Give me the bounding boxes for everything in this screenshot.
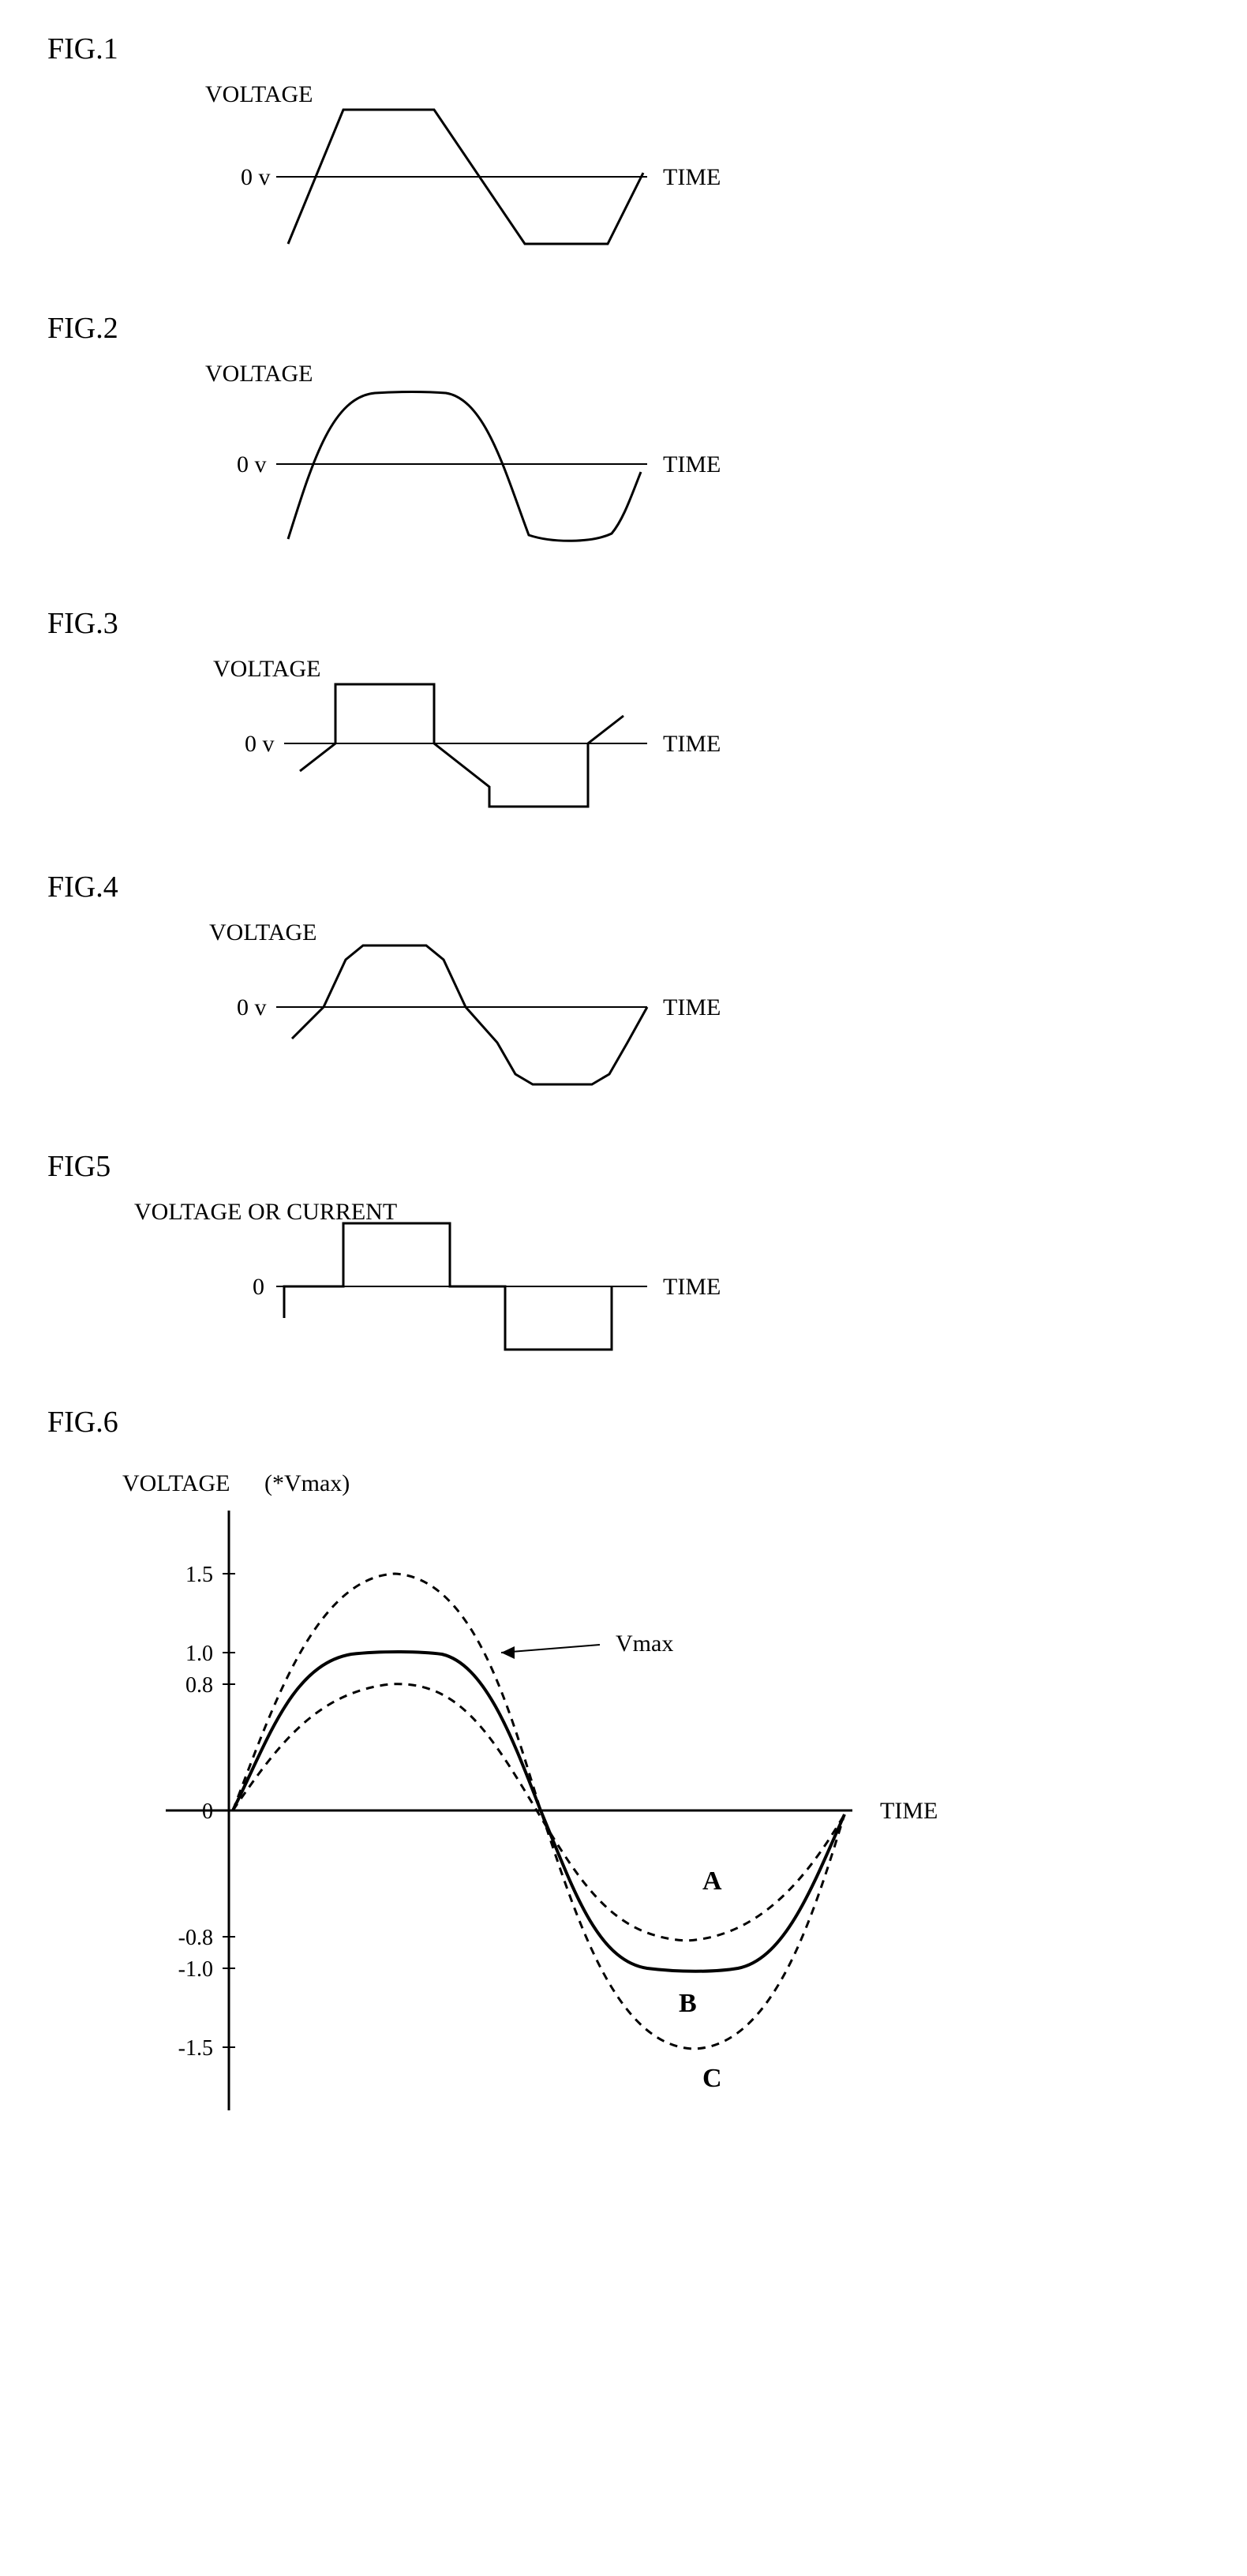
fig6-yunit: (*Vmax): [264, 1470, 350, 1496]
fig4-waveform: [292, 945, 647, 1084]
fig1-ylabel: VOLTAGE: [205, 81, 313, 107]
figure-6: FIG.6 VOLTAGE (*Vmax) 1.5 1.0 0.8 0 -0.8 -1.0…: [47, 1405, 1200, 2158]
figure-2: FIG.2 VOLTAGE 0 v TIME: [47, 311, 1200, 575]
svg-text:-1.0: -1.0: [178, 1957, 213, 1982]
fig6-vmax-arrowhead: [501, 1646, 515, 1659]
fig5-ylabel: VOLTAGE OR CURRENT: [134, 1199, 397, 1225]
fig1-zero: 0 v: [241, 164, 271, 190]
fig6-series-c-label: C: [702, 2064, 722, 2093]
fig4-svg: VOLTAGE 0 v TIME: [47, 912, 758, 1118]
fig2-ylabel: VOLTAGE: [205, 361, 313, 387]
svg-text:1.5: 1.5: [185, 1563, 213, 1587]
fig3-label: FIG.3: [47, 606, 1200, 641]
svg-text:-0.8: -0.8: [178, 1926, 213, 1950]
fig6-vmax-label: Vmax: [616, 1631, 673, 1657]
fig3-svg: VOLTAGE 0 v TIME: [47, 649, 758, 838]
fig4-label: FIG.4: [47, 870, 1200, 904]
fig6-series-a: [233, 1684, 844, 1941]
figure-5: FIG5 VOLTAGE OR CURRENT 0 TIME: [47, 1149, 1200, 1373]
fig2-svg: VOLTAGE 0 v TIME: [47, 354, 758, 575]
fig5-svg: VOLTAGE OR CURRENT 0 TIME: [47, 1192, 758, 1373]
fig6-ylabel: VOLTAGE: [122, 1470, 230, 1496]
svg-text:0.8: 0.8: [185, 1673, 213, 1698]
svg-text:1.0: 1.0: [185, 1642, 213, 1666]
fig1-svg: VOLTAGE 0 v TIME: [47, 74, 758, 279]
figure-3: FIG.3 VOLTAGE 0 v TIME: [47, 606, 1200, 838]
fig2-waveform: [288, 392, 641, 541]
fig2-zero: 0 v: [237, 451, 267, 477]
svg-text:0: 0: [202, 1799, 213, 1824]
fig3-zero: 0 v: [245, 731, 275, 757]
fig5-xlabel: TIME: [663, 1274, 721, 1300]
fig4-ylabel: VOLTAGE: [209, 919, 316, 945]
fig4-zero: 0 v: [237, 994, 267, 1020]
fig6-vmax-arrow: [501, 1645, 600, 1653]
fig6-svg: VOLTAGE (*Vmax) 1.5 1.0 0.8 0 -0.8 -1.0 -1.5 A…: [47, 1447, 994, 2158]
fig1-label: FIG.1: [47, 32, 1200, 66]
fig6-xlabel: TIME: [880, 1798, 938, 1824]
fig4-xlabel: TIME: [663, 994, 721, 1020]
fig3-ylabel: VOLTAGE: [213, 656, 320, 682]
fig5-zero: 0: [253, 1274, 264, 1300]
figure-1: FIG.1 VOLTAGE 0 v TIME: [47, 32, 1200, 279]
svg-text:-1.5: -1.5: [178, 2036, 213, 2061]
fig2-label: FIG.2: [47, 311, 1200, 346]
fig6-label: FIG.6: [47, 1405, 1200, 1440]
fig3-xlabel: TIME: [663, 731, 721, 757]
fig6-series-b-label: B: [679, 1989, 697, 2018]
fig1-xlabel: TIME: [663, 164, 721, 190]
fig2-xlabel: TIME: [663, 451, 721, 477]
fig3-waveform: [300, 684, 624, 807]
fig6-series-a-label: A: [702, 1866, 722, 1896]
fig5-label: FIG5: [47, 1149, 1200, 1184]
figure-4: FIG.4 VOLTAGE 0 v TIME: [47, 870, 1200, 1118]
